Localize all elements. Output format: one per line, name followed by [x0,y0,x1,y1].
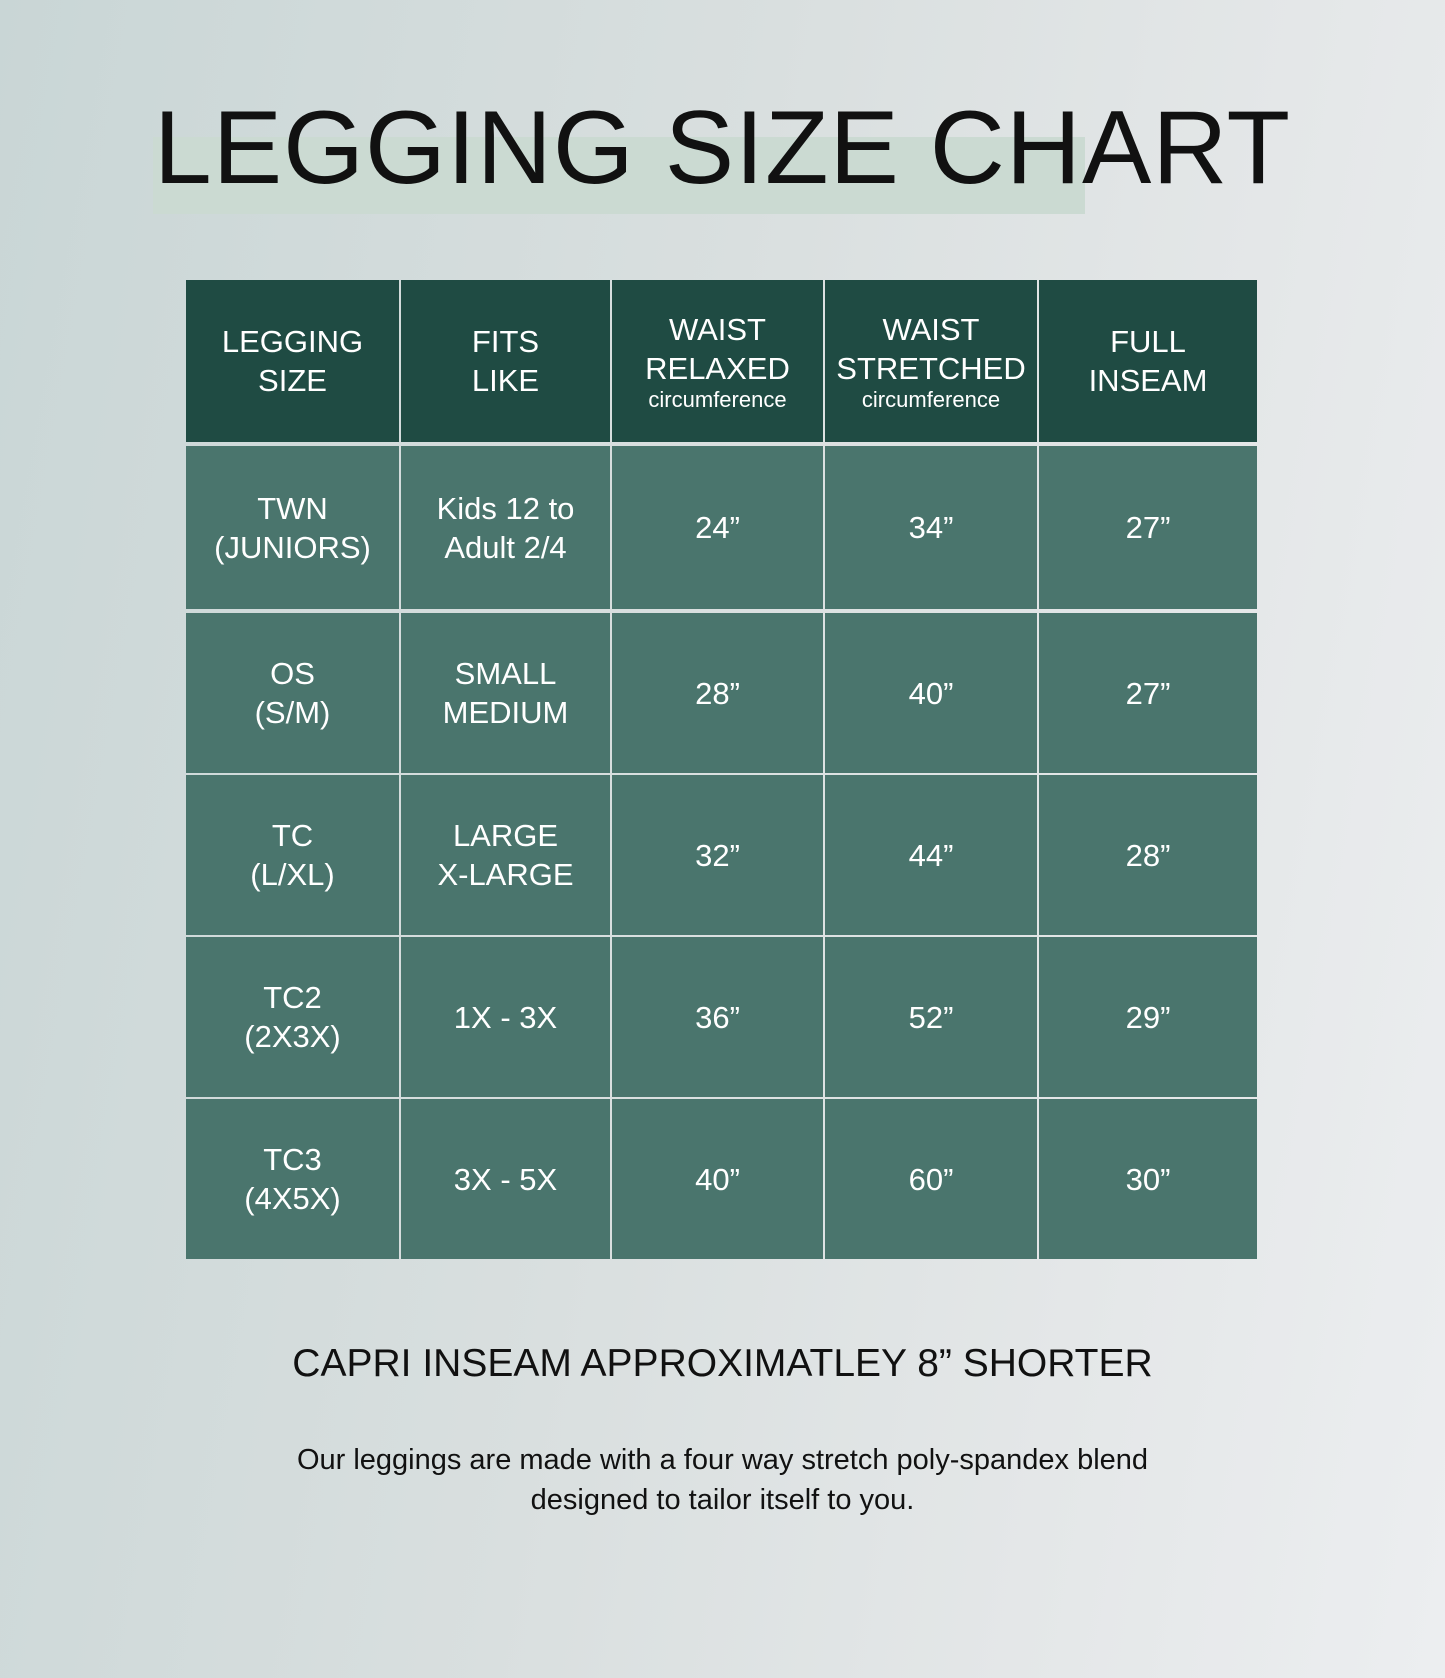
header-text: WAIST [882,312,980,347]
cell-waist-relaxed: 40” [612,1099,823,1259]
cell-text: 44” [908,837,954,873]
cell-text: (L/XL) [250,857,335,892]
cell-waist-stretched: 44” [825,775,1037,935]
cell-fits-like: Kids 12 to Adult 2/4 [401,446,610,609]
cell-text: (4X5X) [244,1181,341,1216]
cell-text: 52” [908,999,954,1035]
cell-text: OS [270,656,315,691]
cell-waist-stretched: 34” [825,446,1037,609]
header-text: FULL [1110,324,1186,359]
cell-waist-relaxed: 24” [612,446,823,609]
cell-text: 28” [1125,837,1171,873]
cell-text: 32” [695,837,740,873]
header-text: WAIST [668,312,766,347]
header-text: INSEAM [1088,363,1208,398]
cell-legging-size: TC (L/XL) [186,775,399,935]
cell-text: 1X - 3X [453,999,558,1035]
title-highlight [153,137,1085,214]
cell-text: (2X3X) [244,1019,341,1054]
cell-text: (S/M) [254,695,331,730]
cell-text: 28” [695,675,740,711]
cell-text: MEDIUM [442,695,569,730]
cell-text: LARGE [452,818,559,853]
cell-text: 24” [695,510,740,545]
cell-text: 30” [1125,1161,1171,1197]
cell-waist-relaxed: 28” [612,613,823,773]
cell-fits-like: LARGE X-LARGE [401,775,610,935]
cell-full-inseam: 30” [1039,1099,1257,1259]
cell-text: 60” [908,1161,954,1197]
header-fits-like: FITS LIKE [401,280,610,442]
description: Our leggings are made with a four way st… [0,1440,1445,1520]
cell-text: 27” [1125,675,1171,711]
header-waist-relaxed: WAIST RELAXED circumference [612,280,823,442]
cell-text: TC3 [263,1142,322,1177]
header-subtext: circumference [861,387,1001,412]
cell-legging-size: TC2 (2X3X) [186,937,399,1097]
cell-waist-relaxed: 36” [612,937,823,1097]
cell-text: (JUNIORS) [214,529,371,565]
header-text: RELAXED [645,351,790,386]
header-text: LEGGING [221,324,364,359]
cell-fits-like: 3X - 5X [401,1099,610,1259]
cell-waist-relaxed: 32” [612,775,823,935]
cell-waist-stretched: 60” [825,1099,1037,1259]
cell-full-inseam: 28” [1039,775,1257,935]
cell-text: Kids 12 to [436,490,575,526]
cell-text: TC2 [263,980,322,1015]
description-line: designed to tailor itself to you. [530,1484,915,1516]
header-subtext: circumference [648,387,787,412]
header-waist-stretched: WAIST STRETCHED circumference [825,280,1037,442]
page-title: LEGGING SIZE CHART [153,90,1292,206]
size-table: LEGGING SIZE FITS LIKE WAIST RELAXED circumfer… [186,280,1257,1259]
capri-note: CAPRI INSEAM APPROXIMATLEY 8” SHORTER [292,1342,1153,1385]
header-text: SIZE [258,363,327,398]
cell-legging-size: OS (S/M) [186,613,399,773]
cell-text: 3X - 5X [453,1161,558,1197]
description-line: Our leggings are made with a four way st… [296,1444,1149,1476]
cell-legging-size: TC3 (4X5X) [186,1099,399,1259]
cell-text: Adult 2/4 [444,529,567,565]
cell-text: 36” [695,999,740,1035]
cell-text: 34” [908,510,954,545]
cell-full-inseam: 27” [1039,613,1257,773]
cell-waist-stretched: 40” [825,613,1037,773]
cell-text: 29” [1125,999,1171,1035]
cell-text: 40” [695,1161,740,1197]
cell-fits-like: SMALL MEDIUM [401,613,610,773]
cell-text: SMALL [454,656,557,691]
cell-text: 27” [1125,510,1171,545]
cell-text: 40” [908,675,954,711]
cell-text: TC [271,818,314,853]
cell-fits-like: 1X - 3X [401,937,610,1097]
cell-full-inseam: 29” [1039,937,1257,1097]
cell-full-inseam: 27” [1039,446,1257,609]
cell-text: TWN [257,490,328,526]
header-legging-size: LEGGING SIZE [186,280,399,442]
header-full-inseam: FULL INSEAM [1039,280,1257,442]
cell-waist-stretched: 52” [825,937,1037,1097]
cell-legging-size: TWN (JUNIORS) [186,446,399,609]
header-text: FITS [471,324,540,359]
header-text: LIKE [471,363,540,398]
cell-text: X-LARGE [437,857,574,892]
header-text: STRETCHED [836,351,1026,386]
